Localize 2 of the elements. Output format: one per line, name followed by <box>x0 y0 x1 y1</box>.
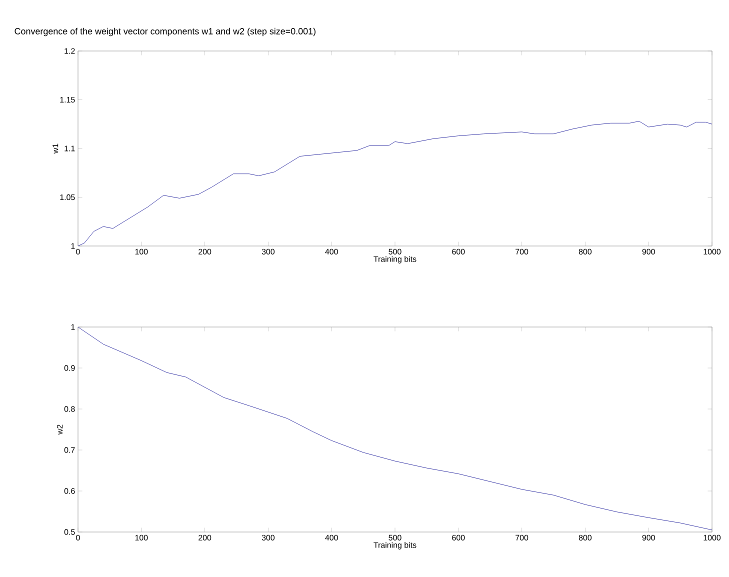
line-series <box>78 120 712 246</box>
chart-title: Convergence of the weight vector components w1 and w2 (step size=0.001) <box>14 28 316 36</box>
